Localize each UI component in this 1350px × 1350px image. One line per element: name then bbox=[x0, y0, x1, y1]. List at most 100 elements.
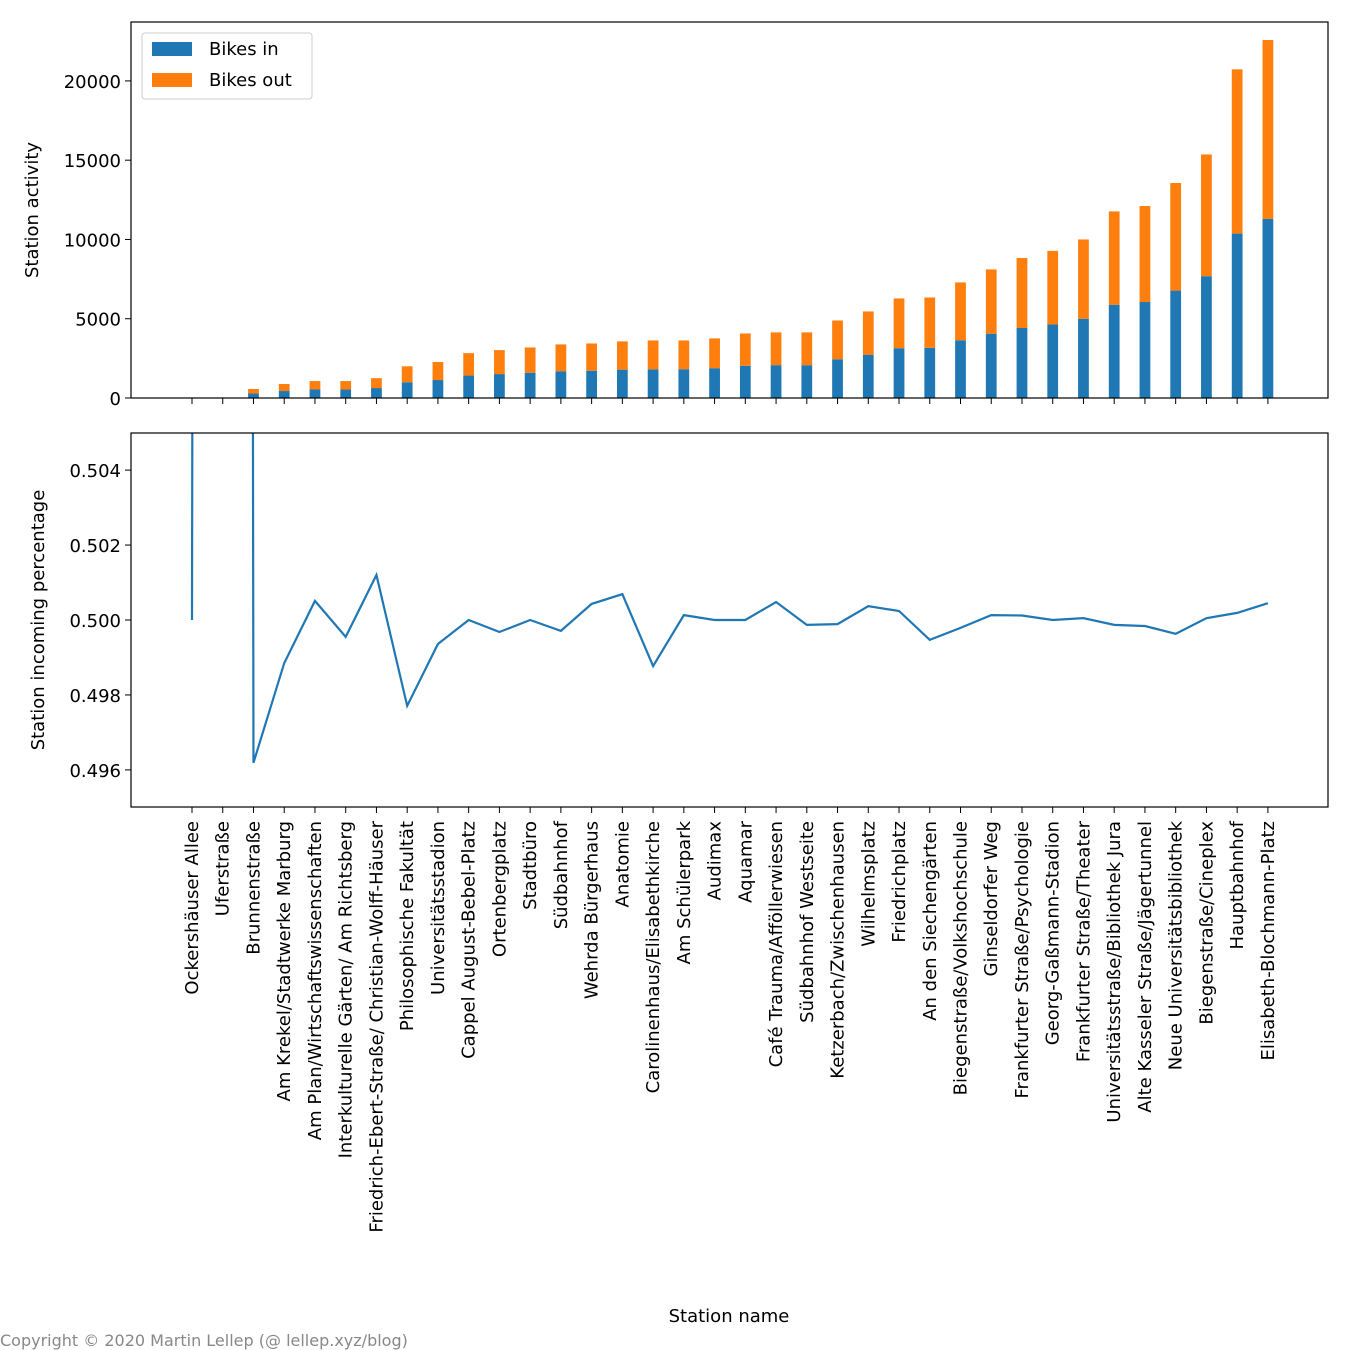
bar-segment bbox=[647, 369, 659, 398]
bar-segment bbox=[555, 371, 567, 398]
bar-segment bbox=[770, 332, 782, 366]
x-tick-label: Elisabeth-Blochmann-Platz bbox=[1258, 821, 1279, 1061]
bar-segment bbox=[1262, 218, 1274, 398]
x-tick-label: Biegenstraße/Volkshochschule bbox=[951, 821, 972, 1095]
bar-segment bbox=[616, 369, 628, 398]
bar-segment bbox=[709, 338, 720, 369]
x-tick-label: Audimax bbox=[705, 821, 726, 901]
bar-segment bbox=[586, 343, 597, 371]
axes-frame bbox=[130, 21, 1329, 399]
y-tick-label: 5000 bbox=[75, 310, 121, 331]
bar-segment bbox=[770, 365, 782, 398]
x-tick-label: Universitätsstraße/Bibliothek Jura bbox=[1104, 821, 1125, 1123]
x-tick-label: Frankfurter Straße/Psychologie bbox=[1012, 821, 1033, 1099]
bar-segment bbox=[709, 368, 720, 398]
bar-segment bbox=[832, 320, 843, 360]
bar-segment bbox=[1078, 239, 1089, 319]
x-tick-label: Brunnenstraße bbox=[243, 821, 264, 955]
x-tick-label: Ortenbergplatz bbox=[489, 821, 510, 957]
bar-segment bbox=[278, 391, 290, 398]
x-tick-label: Wilhelmsplatz bbox=[858, 821, 879, 947]
bar-segment bbox=[1262, 40, 1274, 219]
bar-segment bbox=[432, 380, 444, 398]
x-tick-label: Ockershäuser Allee bbox=[182, 821, 203, 995]
x-tick-label: Café Trauma/Afföllerwiesen bbox=[766, 821, 787, 1067]
bar-segment bbox=[1047, 324, 1059, 398]
bar-segment bbox=[616, 341, 628, 370]
copyright: Copyright © 2020 Martin Lellep (@ lellep… bbox=[0, 1331, 408, 1350]
bar-segment bbox=[586, 370, 597, 398]
bar-segment bbox=[1047, 250, 1059, 325]
x-axis-label: Station name bbox=[669, 1306, 790, 1327]
bar-segment bbox=[340, 389, 352, 398]
axes-frame bbox=[130, 432, 1329, 808]
bar-segment bbox=[893, 298, 905, 349]
x-tick-label: Aquamar bbox=[735, 820, 756, 902]
bar-segment bbox=[1231, 69, 1243, 234]
bar-segment bbox=[1016, 327, 1028, 398]
bar-segment bbox=[832, 359, 843, 398]
x-tick-label: Interkulturelle Gärten/ Am Richtsberg bbox=[336, 821, 357, 1158]
x-tick-label: Am Krekel/Stadtwerke Marburg bbox=[274, 821, 295, 1101]
x-tick-label: Friedrichplatz bbox=[889, 821, 910, 943]
bar-segment bbox=[678, 369, 690, 398]
bar-segment bbox=[801, 332, 813, 366]
x-tick-label: Südbahnhof bbox=[551, 820, 572, 929]
bar-segment bbox=[248, 393, 259, 398]
bar-segment bbox=[524, 347, 536, 373]
line bbox=[190, 433, 1269, 764]
y-tick-label: 0 bbox=[110, 389, 121, 410]
x-tick-label: Stadtbüro bbox=[520, 821, 541, 910]
bar-segment bbox=[309, 381, 321, 390]
y-tick-label: 0.500 bbox=[69, 611, 121, 632]
bar-segment bbox=[985, 269, 997, 334]
x-tick-label: An den Siechengärten bbox=[920, 821, 941, 1021]
legend-swatch bbox=[152, 42, 192, 56]
bar-segment bbox=[309, 389, 321, 398]
x-tick-label: Am Schülerpark bbox=[674, 820, 695, 964]
bar-segment bbox=[371, 388, 382, 398]
legend-label: Bikes in bbox=[209, 39, 279, 60]
x-tick-label: Südbahnhof Westseite bbox=[797, 821, 818, 1023]
bar-segment bbox=[401, 382, 413, 398]
bar-segment bbox=[1139, 206, 1151, 303]
x-tick-label: Neue Universitätsbibliothek bbox=[1166, 820, 1187, 1070]
x-tick-label: Cappel August-Bebel-Platz bbox=[459, 821, 480, 1059]
y-tick-label: 10000 bbox=[64, 230, 121, 251]
x-tick-label: Am Plan/Wirtschaftswissenschaften bbox=[305, 821, 326, 1140]
y-axis-label: Station activity bbox=[22, 142, 43, 278]
bar-segment bbox=[1231, 233, 1243, 398]
bar-segment bbox=[1108, 304, 1120, 398]
x-tick-label: Georg-Gaßmann-Stadion bbox=[1043, 821, 1064, 1045]
bar-segment bbox=[678, 340, 690, 370]
bar-segment bbox=[494, 350, 505, 375]
bar-segment bbox=[463, 375, 475, 398]
x-tick-label: Universitätsstadion bbox=[428, 821, 449, 995]
x-tick-label: Alte Kasseler Straße/Jägertunnel bbox=[1135, 821, 1156, 1113]
bar-segment bbox=[739, 333, 751, 366]
bar-segment bbox=[924, 347, 936, 398]
x-tick-label: Frankfurter Straße/Theater bbox=[1073, 820, 1094, 1062]
x-tick-label: Anatomie bbox=[612, 821, 633, 907]
bar-segment bbox=[1078, 318, 1089, 398]
bar-segment bbox=[432, 362, 444, 381]
x-tick-label: Philosophische Fakultät bbox=[397, 821, 418, 1031]
bar-segment bbox=[739, 365, 751, 398]
bar-segment bbox=[401, 366, 413, 383]
bar-segment bbox=[371, 378, 382, 389]
bar-segment bbox=[1201, 154, 1212, 277]
x-tick-label: Wehrda Bürgerhaus bbox=[582, 821, 603, 999]
bar-segment bbox=[340, 381, 352, 390]
bar-segment bbox=[955, 282, 966, 341]
bar-segment bbox=[801, 365, 813, 398]
y-tick-label: 0.498 bbox=[69, 686, 121, 707]
bar-segment bbox=[955, 340, 966, 398]
bar-segment bbox=[1139, 302, 1151, 398]
bar-segment bbox=[862, 311, 874, 355]
x-tick-label: Hauptbahnhof bbox=[1227, 820, 1248, 949]
legend-swatch bbox=[152, 73, 192, 87]
bar-segment bbox=[985, 333, 997, 398]
bar-segment bbox=[1201, 276, 1212, 398]
y-axis-label: Station incoming percentage bbox=[28, 490, 49, 751]
